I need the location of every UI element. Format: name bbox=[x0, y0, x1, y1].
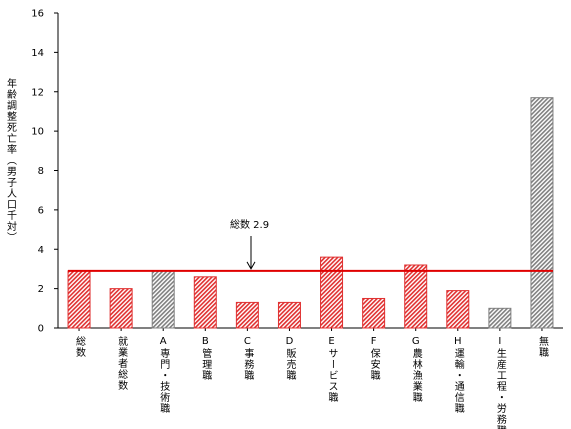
x-tick-label: H運輸・通信職 bbox=[452, 336, 464, 414]
y-tick-label: 0 bbox=[38, 324, 44, 335]
x-tick-label: 無職 bbox=[536, 335, 548, 358]
bar bbox=[404, 264, 428, 329]
x-tick-label: Eサービス職 bbox=[326, 336, 338, 403]
x-tick-label: D販売職 bbox=[284, 336, 296, 381]
x-tick-label: I生産工程・労務職 bbox=[494, 336, 506, 429]
y-tick-label: 16 bbox=[31, 9, 44, 20]
y-tick-label: 6 bbox=[38, 205, 44, 216]
x-tick-label: 総数 bbox=[74, 335, 86, 358]
y-tick-label: 12 bbox=[31, 87, 44, 98]
bar bbox=[67, 270, 91, 329]
x-tick-label: 就業者総数 bbox=[116, 335, 128, 391]
bar bbox=[235, 301, 259, 329]
y-tick-label: 10 bbox=[31, 127, 44, 138]
bar bbox=[488, 307, 512, 329]
x-tick-label: F保安職 bbox=[368, 336, 380, 381]
y-tick-label: 2 bbox=[38, 284, 44, 295]
reference-label: 総数 2.9 bbox=[230, 218, 269, 231]
x-tick-label: G農林漁業職 bbox=[410, 336, 422, 403]
x-tick-label: B管理職 bbox=[200, 336, 212, 381]
bar bbox=[362, 297, 386, 329]
bar bbox=[446, 290, 470, 329]
y-tick-label: 4 bbox=[38, 245, 44, 256]
y-tick-label: 8 bbox=[38, 166, 44, 177]
x-tick-label: A専門・技術職 bbox=[158, 336, 170, 414]
x-tick-label: C事務職 bbox=[242, 336, 254, 381]
y-axis-label: 年齢調整死亡率（男子人口千対） bbox=[5, 77, 17, 243]
bar bbox=[193, 276, 217, 329]
bar bbox=[151, 270, 175, 329]
annotation-arrowhead bbox=[246, 261, 256, 270]
bar bbox=[109, 288, 133, 329]
bar bbox=[277, 301, 301, 329]
bar bbox=[530, 97, 554, 329]
bar bbox=[320, 256, 344, 329]
y-tick-label: 14 bbox=[31, 48, 44, 59]
